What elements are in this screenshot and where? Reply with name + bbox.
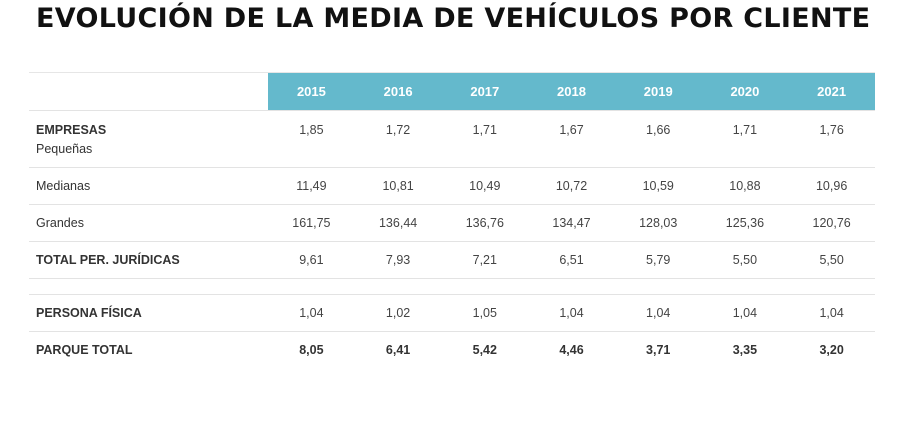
value-cell: 9,61	[268, 241, 355, 279]
row-label-medianas: Medianas	[29, 167, 269, 205]
value-cell: 1,04	[268, 294, 355, 332]
value-cell: 136,76	[441, 204, 529, 242]
value-cell: 3,71	[614, 331, 702, 369]
header-year: 2018	[528, 72, 615, 111]
value-cell: 1,71	[701, 110, 789, 168]
value-cell: 1,04	[614, 294, 702, 332]
header-year: 2019	[614, 72, 702, 111]
row-label-cell: EMPRESAS Pequeñas	[29, 110, 269, 168]
value-cell: 7,93	[354, 241, 442, 279]
value-cell: 1,85	[268, 110, 355, 168]
value-cell: 125,36	[701, 204, 789, 242]
value-cell: 8,05	[268, 331, 355, 369]
value-cell: 161,75	[268, 204, 355, 242]
value-cell: 3,35	[701, 331, 789, 369]
value-cell: 136,44	[354, 204, 442, 242]
value-cell: 5,42	[441, 331, 529, 369]
table-row-grandes: Grandes 161,75 136,44 136,76 134,47 128,…	[29, 204, 875, 242]
header-corner-cell	[29, 72, 269, 111]
value-cell: 1,02	[354, 294, 442, 332]
page-title: EVOLUCIÓN DE LA MEDIA DE VEHÍCULOS POR C…	[36, 3, 871, 34]
table-row-empresas-pequenas: EMPRESAS Pequeñas 1,85 1,72 1,71 1,67 1,…	[29, 110, 875, 168]
value-cell: 1,67	[528, 110, 615, 168]
header-year: 2015	[268, 72, 355, 111]
value-cell: 5,50	[701, 241, 789, 279]
value-cell: 10,88	[701, 167, 789, 205]
row-label-parque-total: PARQUE TOTAL	[29, 331, 269, 369]
table-row-total-juridicas: TOTAL PER. JURÍDICAS 9,61 7,93 7,21 6,51…	[29, 241, 875, 279]
value-cell: 10,96	[788, 167, 875, 205]
row-label-persona-fisica: PERSONA FÍSICA	[29, 294, 269, 332]
value-cell: 1,76	[788, 110, 875, 168]
row-label-pequenas: Pequeñas	[36, 142, 93, 156]
spacer-cell	[29, 278, 875, 295]
value-cell: 1,04	[788, 294, 875, 332]
group-label-empresas: EMPRESAS	[36, 123, 107, 137]
value-cell: 1,72	[354, 110, 442, 168]
table-row-medianas: Medianas 11,49 10,81 10,49 10,72 10,59 1…	[29, 167, 875, 205]
value-cell: 10,59	[614, 167, 702, 205]
value-cell: 1,04	[701, 294, 789, 332]
header-year: 2017	[441, 72, 529, 111]
header-year: 2021	[788, 72, 875, 111]
value-cell: 128,03	[614, 204, 702, 242]
value-cell: 10,72	[528, 167, 615, 205]
value-cell: 5,50	[788, 241, 875, 279]
table-row-parque-total: PARQUE TOTAL 8,05 6,41 5,42 4,46 3,71 3,…	[29, 331, 875, 369]
value-cell: 1,05	[441, 294, 529, 332]
value-cell: 6,51	[528, 241, 615, 279]
value-cell: 1,71	[441, 110, 529, 168]
value-cell: 5,79	[614, 241, 702, 279]
header-year: 2016	[354, 72, 442, 111]
value-cell: 10,81	[354, 167, 442, 205]
value-cell: 10,49	[441, 167, 529, 205]
value-cell: 1,04	[528, 294, 615, 332]
value-cell: 11,49	[268, 167, 355, 205]
row-label-total-juridicas: TOTAL PER. JURÍDICAS	[29, 241, 269, 279]
value-cell: 4,46	[528, 331, 615, 369]
table-row-persona-fisica: PERSONA FÍSICA 1,04 1,02 1,05 1,04 1,04 …	[29, 294, 875, 332]
vehicles-per-client-table: 2015 2016 2017 2018 2019 2020 2021 EMPRE…	[29, 72, 875, 369]
row-label-grandes: Grandes	[29, 204, 269, 242]
value-cell: 7,21	[441, 241, 529, 279]
header-year: 2020	[701, 72, 789, 111]
value-cell: 120,76	[788, 204, 875, 242]
value-cell: 134,47	[528, 204, 615, 242]
value-cell: 6,41	[354, 331, 442, 369]
table-header-row: 2015 2016 2017 2018 2019 2020 2021	[29, 72, 875, 111]
value-cell: 3,20	[788, 331, 875, 369]
value-cell: 1,66	[614, 110, 702, 168]
table-spacer-row	[29, 278, 875, 295]
